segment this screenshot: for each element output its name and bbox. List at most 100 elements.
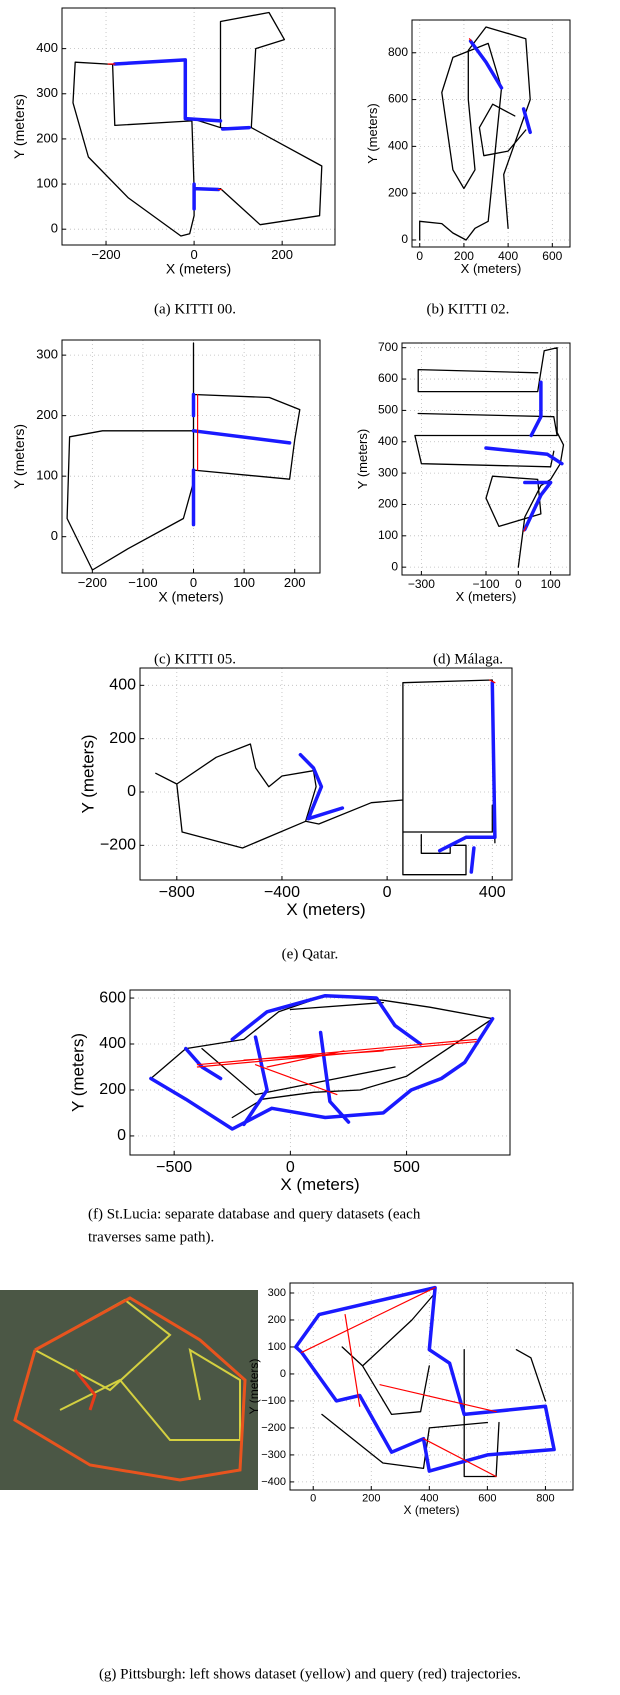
y-tick-label: 200 [36, 130, 58, 145]
plot-frame [61, 339, 321, 574]
trajectory [196, 1038, 477, 1096]
y-tick-label: 600 [99, 989, 126, 1006]
y-tick-label: 500 [378, 403, 398, 417]
x-tick-label: 0 [286, 1159, 295, 1176]
x-tick-label: 100 [541, 577, 561, 591]
x-tick-label: −100 [472, 577, 499, 591]
y-tick-label: 0 [127, 783, 136, 800]
y-tick-label: 200 [109, 730, 136, 747]
trajectory [298, 680, 497, 874]
y-tick-label: 300 [378, 465, 398, 479]
y-tick-label: 0 [401, 232, 408, 246]
y-tick-label: −400 [261, 1476, 286, 1488]
x-axis-label: X (meters) [280, 1175, 359, 1194]
y-tick-label: 400 [36, 40, 58, 55]
trajectory [523, 526, 527, 532]
y-tick-label: 300 [36, 347, 58, 362]
trajectory [294, 1285, 556, 1473]
y-tick-label: 300 [36, 85, 58, 100]
x-tick-label: 600 [478, 1493, 496, 1505]
x-tick-label: 0 [190, 575, 197, 590]
x-axis-label: X (meters) [166, 260, 231, 276]
trajectory [150, 995, 494, 1119]
trajectory [468, 38, 472, 42]
y-tick-label: 300 [268, 1287, 286, 1299]
plot: 0 200 400 600 800 −400 −300 −200 −100 0 100 200 300 X… [99, 1282, 574, 1682]
trajectory [72, 11, 323, 237]
x-tick-label: −400 [264, 884, 300, 901]
caption: (c) KITTI 05. [154, 651, 236, 667]
caption: (b) KITTI 02. [427, 301, 510, 317]
x-tick-label: 400 [479, 884, 506, 901]
x-tick-label: −800 [159, 884, 195, 901]
x-tick-label: −200 [91, 247, 120, 262]
y-tick-label: −100 [261, 1395, 286, 1407]
y-tick-label: 200 [99, 1081, 126, 1098]
plot: 0 200 400 600 0 200 400 600 800 X (meters) Y (mete… [365, 19, 571, 317]
y-tick-label: −300 [261, 1449, 286, 1461]
x-axis-label: X (meters) [286, 900, 365, 919]
caption: (e) Qatar. [282, 946, 339, 962]
x-tick-label: 800 [536, 1493, 554, 1505]
x-tick-label: 0 [515, 577, 522, 591]
y-axis-label: Y (meters) [355, 429, 370, 489]
plot: −200 −100 0 100 200 0 100 200 300 X (meters) Y (me… [11, 339, 321, 667]
y-tick-label: 400 [378, 434, 398, 448]
plot-frame [401, 342, 571, 576]
x-tick-label: 0 [190, 247, 197, 262]
caption: (f) St.Lucia: separate database and quer… [88, 1206, 421, 1222]
y-tick-label: 600 [378, 371, 398, 385]
x-axis-label: X (meters) [403, 1503, 459, 1517]
plot: −800 −400 0 400 −200 0 200 400 X (meters) Y (mete… [78, 667, 513, 962]
x-tick-label: −200 [78, 575, 107, 590]
plot: −500 0 500 0 200 400 600 X (meters) Y (meters) (f… [68, 989, 511, 1245]
x-tick-label: −300 [408, 577, 435, 591]
y-tick-label: 800 [388, 45, 408, 59]
y-tick-label: 0 [117, 1127, 126, 1144]
trajectory [107, 63, 222, 191]
x-axis-label: X (meters) [456, 589, 517, 604]
trajectory [66, 342, 301, 571]
y-tick-label: 0 [51, 221, 58, 236]
trajectory [321, 1292, 547, 1478]
x-tick-label: 100 [233, 575, 255, 590]
plot: −300 −100 0 100 0 100 200 300 400 500 600 700 X (met… [355, 340, 571, 667]
y-tick-label: 100 [378, 528, 398, 542]
y-tick-label: 400 [388, 139, 408, 153]
x-axis-label: X (meters) [461, 261, 522, 276]
plot: −200 0 200 0 100 200 300 400 X (meters) Y (meters… [11, 7, 336, 317]
trajectory [113, 58, 251, 211]
x-tick-label: 0 [416, 249, 423, 263]
y-tick-label: −200 [261, 1422, 286, 1434]
caption: (g) Pittsburgh: left shows dataset (yell… [99, 1666, 521, 1682]
y-axis-label: Y (meters) [11, 424, 27, 489]
trajectory [489, 679, 496, 684]
y-tick-label: 200 [268, 1314, 286, 1326]
trajectory [468, 39, 532, 135]
x-tick-label: 0 [383, 884, 392, 901]
caption: (a) KITTI 00. [154, 301, 236, 317]
trajectory [484, 380, 564, 532]
y-tick-label: 400 [99, 1035, 126, 1052]
trajectory [191, 392, 292, 527]
y-tick-label: 700 [378, 340, 398, 354]
x-tick-label: 200 [271, 247, 293, 262]
x-tick-label: 400 [420, 1493, 438, 1505]
y-axis-label: Y (meters) [78, 734, 97, 813]
caption: traverses same path). [88, 1229, 214, 1245]
plot-frame [411, 19, 571, 248]
y-tick-label: 0 [51, 528, 58, 543]
y-tick-label: 100 [36, 468, 58, 483]
x-tick-label: 600 [542, 249, 562, 263]
y-tick-label: 200 [378, 497, 398, 511]
y-tick-label: 100 [36, 175, 58, 190]
y-tick-label: 400 [109, 677, 136, 694]
trajectory [301, 1287, 497, 1478]
x-tick-label: 400 [498, 249, 518, 263]
y-axis-label: Y (meters) [247, 1359, 261, 1415]
plot-frame [139, 667, 513, 881]
x-tick-label: −500 [156, 1159, 192, 1176]
plot-frame [61, 7, 336, 246]
y-tick-label: 200 [36, 407, 58, 422]
